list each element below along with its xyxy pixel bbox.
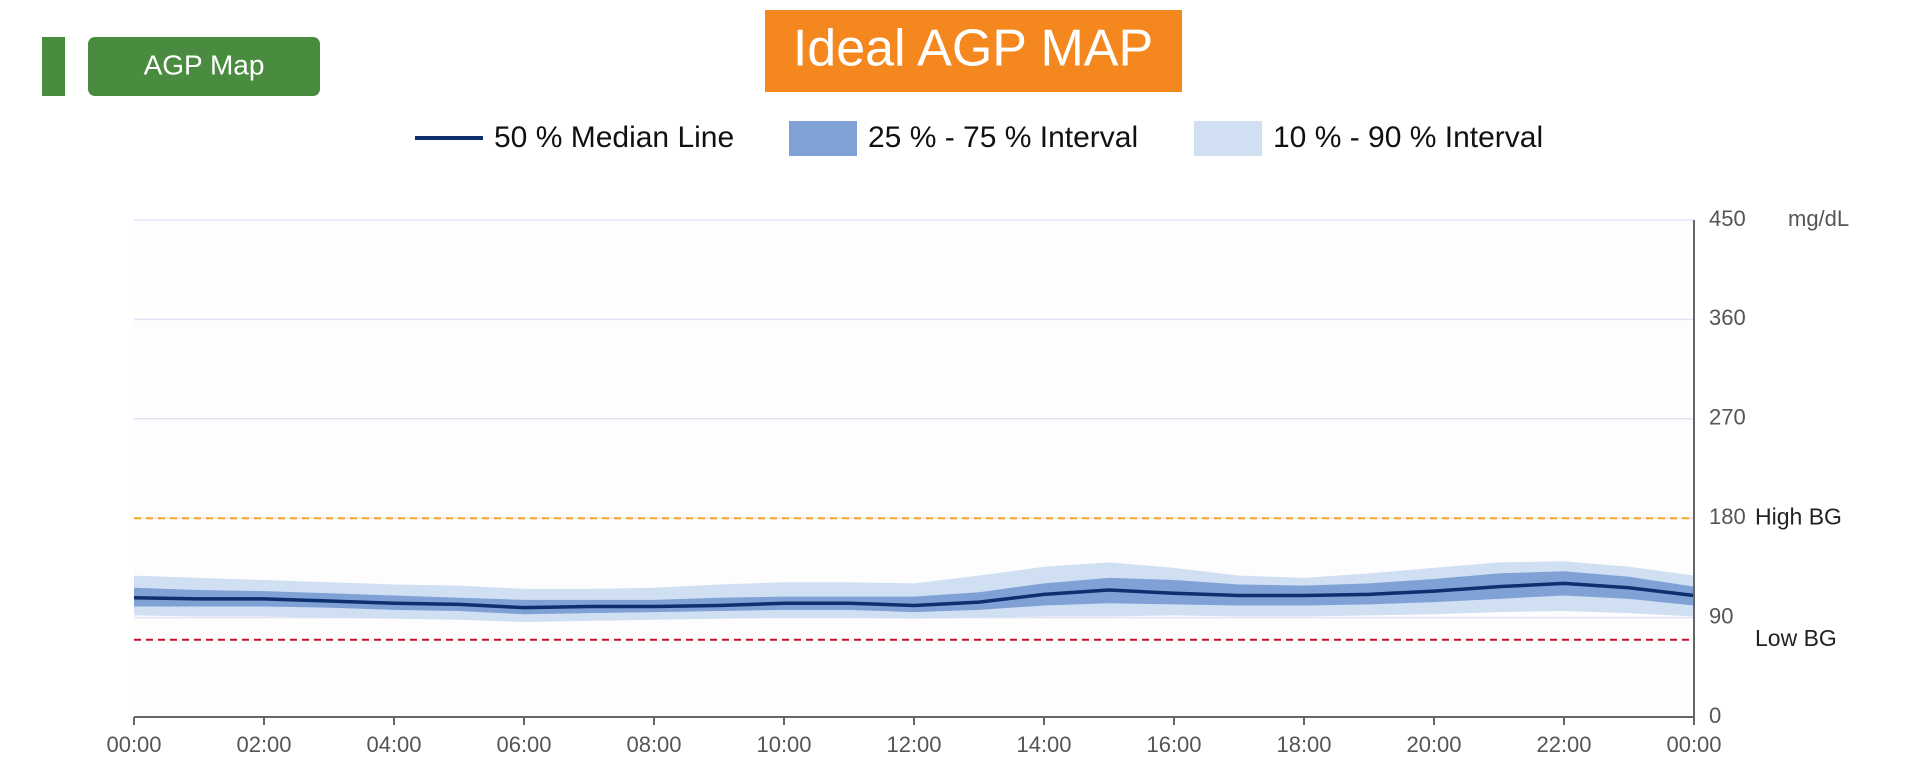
legend-label: 25 % - 75 % Interval xyxy=(868,121,1138,154)
interval-band xyxy=(134,571,1694,615)
title-box xyxy=(765,10,1182,92)
x-tick-label: 22:00 xyxy=(1536,732,1591,757)
x-tick-label: 00:00 xyxy=(1666,732,1721,757)
threshold-label: Low BG xyxy=(1755,625,1837,651)
y-tick-label: 270 xyxy=(1709,405,1746,430)
legend-label: 10 % - 90 % Interval xyxy=(1273,121,1543,154)
threshold-label: High BG xyxy=(1755,503,1842,529)
x-tick-label: 16:00 xyxy=(1146,732,1201,757)
agp-map-button[interactable] xyxy=(88,37,320,96)
x-tick-label: 04:00 xyxy=(366,732,421,757)
chart-title: Ideal AGP MAP xyxy=(793,20,1153,78)
legend-swatch xyxy=(1194,121,1262,156)
x-tick-label: 08:00 xyxy=(626,732,681,757)
x-tick-label: 00:00 xyxy=(106,732,161,757)
median-line xyxy=(133,581,1695,610)
y-unit: mg/dL xyxy=(1788,206,1849,231)
y-tick-label: 450 xyxy=(1709,206,1746,231)
plot-background xyxy=(134,220,1694,717)
x-tick-label: 18:00 xyxy=(1276,732,1331,757)
x-tick-label: 14:00 xyxy=(1016,732,1071,757)
legend-label: 50 % Median Line xyxy=(494,121,734,154)
button-label[interactable]: AGP Map xyxy=(144,49,265,80)
y-tick-label: 90 xyxy=(1709,603,1733,628)
x-tick-label: 02:00 xyxy=(236,732,291,757)
y-tick-label: 0 xyxy=(1709,703,1721,728)
y-tick-label: 180 xyxy=(1709,504,1746,529)
x-tick-label: 12:00 xyxy=(886,732,941,757)
accent-bar xyxy=(42,37,65,96)
x-tick-label: 10:00 xyxy=(756,732,811,757)
x-tick-label: 06:00 xyxy=(496,732,551,757)
x-tick-label: 20:00 xyxy=(1406,732,1461,757)
y-tick-label: 360 xyxy=(1709,305,1746,330)
legend-swatch xyxy=(789,121,857,156)
